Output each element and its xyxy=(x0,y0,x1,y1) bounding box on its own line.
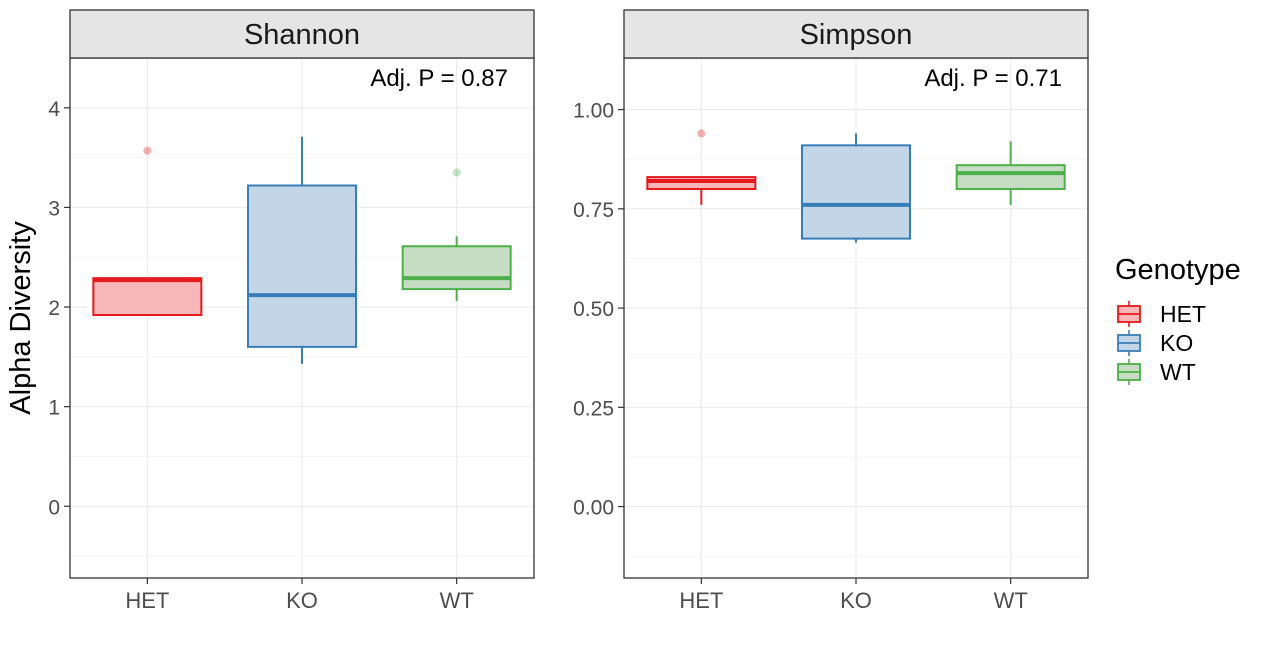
legend-item-ko: KO xyxy=(1117,330,1193,356)
outlier-point xyxy=(697,129,706,138)
facet-title: Shannon xyxy=(244,19,360,51)
legend-item-het: HET xyxy=(1117,301,1206,327)
p-value-annotation: Adj. P = 0.71 xyxy=(924,65,1062,92)
box-wt xyxy=(955,141,1066,205)
facet-panel-simpson: Simpson Adj. P = 0.71 0.00 0.25 0.50 0.75 1.00… xyxy=(573,9,1089,613)
box-body xyxy=(92,277,203,317)
legend-item-wt: WT xyxy=(1117,359,1196,385)
p-value-annotation: Adj. P = 0.87 xyxy=(370,65,508,92)
facet-title: Simpson xyxy=(800,19,913,51)
y-tick-label: 0.75 xyxy=(573,199,614,222)
box-body xyxy=(247,184,357,348)
legend-label: KO xyxy=(1160,330,1193,356)
box-body xyxy=(801,144,911,240)
y-tick-label: 0 xyxy=(48,496,60,519)
x-tick-label: WT xyxy=(994,588,1028,613)
y-tick-label: 0.50 xyxy=(573,298,614,321)
x-tick-label: WT xyxy=(440,588,474,613)
facet-panel-shannon: Shannon Adj. P = 0.87 0 1 2 3 4 HET KO WT xyxy=(48,9,535,613)
legend-title: Genotype xyxy=(1115,254,1241,286)
box-body xyxy=(401,245,512,291)
y-tick-label: 1.00 xyxy=(573,100,614,123)
box-het xyxy=(92,146,203,317)
facet-strip xyxy=(69,9,535,59)
y-tick-label: 0.00 xyxy=(573,497,614,520)
box-ko xyxy=(247,136,357,364)
y-tick-label: 3 xyxy=(48,197,60,220)
outlier-point xyxy=(452,168,461,177)
y-tick-label: 1 xyxy=(48,397,60,420)
box-body xyxy=(955,164,1066,190)
legend: Genotype HET KO WT xyxy=(1115,254,1241,385)
facet-strip xyxy=(623,9,1089,59)
y-tick-label: 0.25 xyxy=(573,397,614,420)
legend-label: WT xyxy=(1160,359,1196,385)
y-tick-label: 2 xyxy=(48,297,60,320)
outlier-point xyxy=(143,146,152,155)
x-tick-label: KO xyxy=(840,588,872,613)
box-het xyxy=(646,129,757,205)
y-tick-label: 4 xyxy=(48,98,60,121)
box-wt xyxy=(401,168,512,302)
box-ko xyxy=(801,133,911,243)
y-axis-label: Alpha Diversity xyxy=(5,221,37,415)
legend-label: HET xyxy=(1160,301,1206,327)
x-tick-label: HET xyxy=(125,588,169,613)
x-tick-label: HET xyxy=(679,588,723,613)
x-tick-label: KO xyxy=(286,588,318,613)
